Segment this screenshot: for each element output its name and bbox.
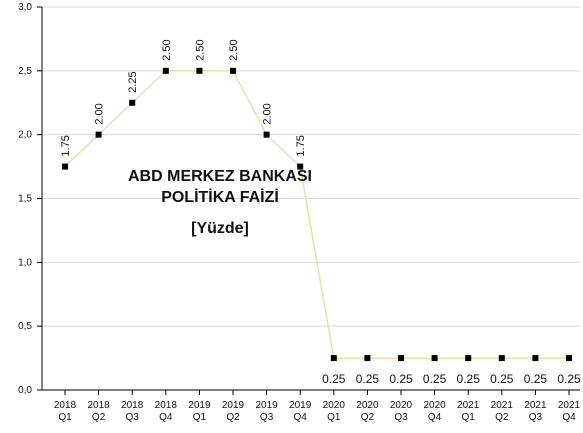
marker (129, 99, 136, 106)
data-label: 2.50 (194, 39, 206, 60)
x-tick-label: 2018 Q2 (87, 400, 110, 423)
data-label: 1.75 (60, 135, 72, 156)
marker (498, 355, 505, 362)
x-tick-label: 2020 Q2 (356, 400, 379, 423)
data-label: 1.75 (295, 135, 307, 156)
x-tick-label: 2021 Q3 (524, 400, 547, 423)
x-tick-label: 2018 Q4 (155, 400, 178, 423)
x-tick-label: 2018 Q3 (121, 400, 144, 423)
data-label: 0.25 (457, 372, 481, 386)
data-label: 0.25 (356, 372, 380, 386)
marker (465, 355, 472, 362)
marker (230, 67, 236, 74)
x-tick-label: 2021 Q2 (491, 400, 514, 423)
x-tick-label: 2020 Q3 (390, 400, 413, 423)
marker (196, 67, 203, 74)
marker (364, 355, 371, 362)
marker (263, 131, 270, 138)
marker (297, 163, 304, 170)
data-label: 0.25 (557, 372, 581, 386)
marker (95, 131, 102, 138)
series-line (64, 70, 569, 359)
data-label: 0.25 (322, 372, 346, 386)
marker (431, 355, 438, 362)
chart-subtitle: [Yüzde] (191, 220, 249, 237)
y-tick-label: 0,5 (18, 321, 32, 332)
marker (62, 163, 68, 170)
y-tick-label: 0,0 (18, 385, 32, 396)
x-tick-label: 2021 Q1 (457, 400, 480, 423)
data-label: 0.25 (389, 372, 413, 386)
marker (330, 355, 337, 362)
x-tick-label: 2019 Q4 (289, 400, 312, 423)
x-tick-label: 2020 Q1 (323, 400, 346, 423)
data-label: 2.00 (262, 103, 274, 124)
data-label: 2.50 (228, 39, 240, 60)
y-tick-label: 2,0 (18, 130, 32, 141)
x-tick-label: 2019 Q1 (188, 400, 211, 423)
x-tick-label: 2021 Q4 (558, 400, 581, 423)
data-label: 2.25 (127, 71, 139, 92)
marker (566, 355, 572, 362)
data-label: 2.00 (94, 103, 106, 124)
y-tick-label: 1,0 (18, 257, 32, 268)
y-tick-label: 3,0 (18, 2, 32, 13)
data-label: 0.25 (524, 372, 548, 386)
y-tick-label: 2,5 (18, 66, 32, 77)
marker (532, 355, 539, 362)
chart-title: ABD MERKEZ BANKASI POLİTİKA FAİZİ (128, 168, 312, 206)
data-label: 0.25 (490, 372, 514, 386)
y-tick-label: 1,5 (18, 194, 32, 205)
x-tick-label: 2020 Q4 (423, 400, 446, 423)
x-tick-label: 2019 Q3 (255, 400, 278, 423)
x-tick-label: 2019 Q2 (222, 400, 245, 423)
data-label: 0.25 (423, 372, 447, 386)
marker (398, 355, 404, 362)
marker (162, 67, 169, 74)
data-label: 2.50 (161, 39, 173, 60)
x-tick-label: 2018 Q1 (54, 400, 77, 423)
